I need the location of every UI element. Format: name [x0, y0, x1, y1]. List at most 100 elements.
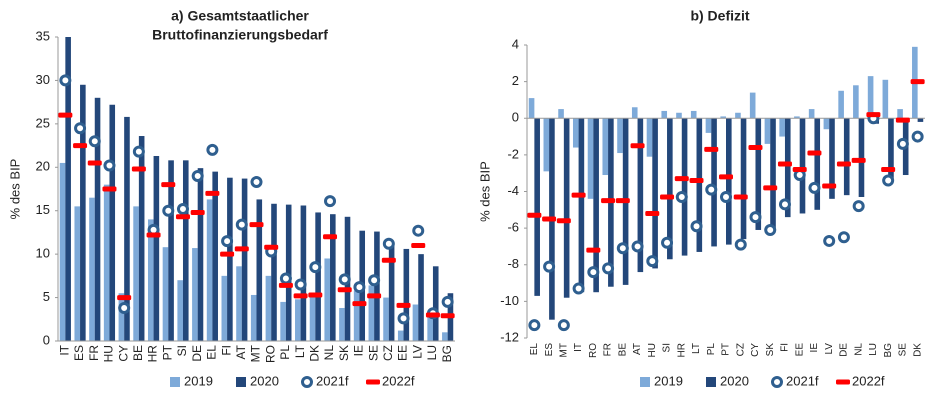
- ring-marker: [294, 278, 307, 291]
- ring-marker: [837, 231, 850, 244]
- bar: [250, 294, 257, 341]
- x-tick-label: MT: [558, 343, 569, 357]
- bar: [784, 118, 791, 218]
- dash-marker: [527, 212, 542, 218]
- bar: [412, 304, 419, 341]
- dash-marker: [190, 209, 205, 215]
- ring-marker: [368, 274, 381, 287]
- legend-swatch: [301, 376, 313, 388]
- bar: [138, 136, 145, 341]
- dash-marker: [323, 234, 338, 240]
- dash-marker: [73, 143, 88, 149]
- bar: [368, 285, 375, 341]
- legend-swatch: [706, 377, 716, 387]
- dash-marker: [102, 186, 117, 192]
- ring-marker: [59, 74, 72, 87]
- dash-marker: [733, 194, 748, 200]
- x-tick-label: BG: [883, 343, 894, 358]
- x-tick-label: HR: [146, 345, 160, 363]
- ring-marker: [103, 159, 116, 172]
- ring-marker: [690, 220, 703, 233]
- ring-marker: [118, 301, 131, 314]
- bar: [147, 219, 154, 341]
- ring-marker: [764, 223, 777, 236]
- bar: [528, 98, 535, 119]
- bar: [794, 116, 800, 119]
- bar: [690, 110, 697, 119]
- bar: [403, 248, 410, 341]
- x-tick-label: EE: [396, 345, 410, 361]
- y-tick-label: 5: [43, 289, 50, 304]
- ring-marker: [176, 202, 189, 215]
- legend-label: 2020: [250, 373, 279, 388]
- ring-marker: [823, 234, 836, 247]
- ring-marker: [616, 242, 629, 255]
- bar: [661, 110, 668, 119]
- bar: [867, 76, 874, 119]
- bar: [799, 118, 806, 214]
- bar: [749, 92, 756, 119]
- dash-marker: [425, 312, 440, 318]
- dash-marker: [910, 79, 925, 85]
- ring-marker: [720, 190, 732, 203]
- dash-marker: [645, 210, 660, 216]
- bar: [838, 90, 844, 119]
- dash-marker: [571, 192, 586, 198]
- bar: [285, 204, 292, 341]
- bar: [103, 184, 110, 341]
- bar: [59, 162, 66, 341]
- x-tick-label: EE: [794, 343, 805, 357]
- x-tick-label: AT: [234, 344, 248, 359]
- bar: [118, 293, 125, 341]
- ring-marker: [543, 260, 556, 273]
- x-tick-label: LT: [293, 344, 307, 358]
- ring-marker: [896, 137, 909, 150]
- bar: [153, 155, 160, 341]
- bar: [578, 118, 585, 293]
- x-tick-label: FR: [87, 345, 101, 361]
- dash-marker: [895, 117, 910, 123]
- x-tick-label: SK: [337, 345, 351, 361]
- chart-title: a) Gesamtstaatlicher: [171, 8, 309, 24]
- bar: [720, 116, 726, 119]
- dash-marker: [630, 143, 645, 149]
- dash-marker: [689, 178, 704, 184]
- chart-title: b) Defizit: [690, 8, 749, 24]
- legend-swatch: [640, 377, 650, 387]
- x-tick-label: ES: [72, 345, 86, 361]
- x-tick-label: DE: [839, 343, 850, 357]
- dash-marker: [748, 145, 763, 151]
- dash-marker: [792, 167, 807, 173]
- bar: [888, 118, 894, 181]
- bar: [192, 248, 198, 341]
- dash-marker: [220, 251, 235, 257]
- x-tick-label: HR: [676, 343, 687, 357]
- dash-marker: [161, 182, 176, 188]
- dash-marker: [601, 198, 616, 204]
- bar: [330, 214, 336, 341]
- x-tick-label: MT: [249, 344, 263, 362]
- bar: [256, 199, 263, 341]
- dash-marker: [851, 157, 866, 163]
- dash-marker: [881, 167, 896, 173]
- legend-label: 2022f: [382, 373, 415, 388]
- dash-marker: [777, 161, 792, 167]
- ring-marker: [412, 224, 425, 237]
- bar: [587, 118, 594, 199]
- x-tick-label: SI: [662, 343, 673, 352]
- x-tick-label: IT: [58, 344, 72, 355]
- bar: [829, 118, 835, 199]
- x-tick-label: RO: [263, 345, 277, 363]
- y-tick-label: 4: [512, 36, 519, 51]
- y-tick-label: -10: [500, 293, 519, 308]
- dash-marker: [131, 166, 146, 172]
- bar: [241, 178, 248, 341]
- ring-marker: [852, 200, 865, 213]
- y-tick-label: 30: [36, 72, 50, 87]
- dash-marker: [822, 183, 837, 189]
- bar: [339, 307, 345, 341]
- legend-swatch: [366, 379, 380, 385]
- bar: [442, 332, 448, 341]
- x-tick-label: BG: [440, 345, 454, 362]
- bar: [853, 85, 859, 119]
